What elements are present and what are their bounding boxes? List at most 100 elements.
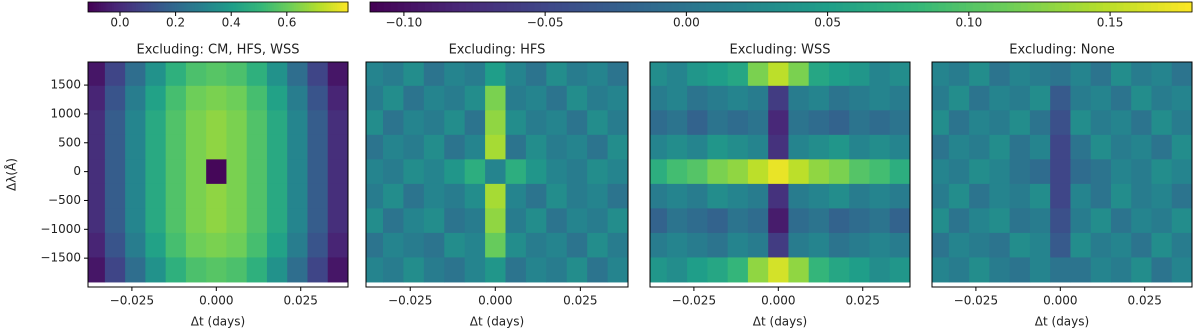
colorbar-segment xyxy=(293,2,297,12)
heatmap-cell xyxy=(666,159,688,185)
heatmap-cell xyxy=(788,208,810,234)
heatmap-cell xyxy=(808,159,830,185)
heatmap-cell xyxy=(226,232,248,258)
colorbar-segment xyxy=(890,2,899,12)
heatmap-cell xyxy=(849,110,870,136)
colorbar-segment xyxy=(1075,2,1083,12)
x-tick-label: 0.000 xyxy=(1043,294,1077,308)
heatmap-cell xyxy=(650,208,668,234)
colorbar-segment xyxy=(1000,2,1008,12)
colorbar-segment xyxy=(767,2,775,12)
heatmap-cell xyxy=(423,62,445,87)
heatmap-cell xyxy=(185,232,207,258)
heatmap-cell xyxy=(125,134,146,160)
y-axis-label: Δλ(Å) xyxy=(4,158,19,191)
heatmap-cell xyxy=(788,257,810,283)
heatmap-cell xyxy=(266,85,288,111)
colorbar-segment xyxy=(313,2,317,12)
heatmap-cell xyxy=(383,62,404,87)
heatmap-cell xyxy=(587,62,609,87)
heatmap-cell xyxy=(666,183,688,209)
colorbar-segment xyxy=(575,2,583,12)
heatmap-cell xyxy=(932,232,950,258)
heatmap-cell xyxy=(587,134,609,160)
colorbar-segment xyxy=(657,2,666,12)
colorbar-segment xyxy=(500,2,508,12)
colorbar-segment xyxy=(105,2,109,12)
colorbar-segment xyxy=(1082,2,1090,12)
heatmap-cell xyxy=(444,183,466,209)
heatmap-cell xyxy=(1029,183,1051,209)
heatmap-cell xyxy=(88,85,106,111)
heatmap-cell xyxy=(989,232,1011,258)
heatmap-cell xyxy=(768,110,789,136)
colorbar-segment xyxy=(328,2,332,12)
heatmap-cell xyxy=(650,85,668,111)
colorbar-segment xyxy=(343,2,347,12)
heatmap-cell xyxy=(327,183,348,209)
heatmap-cell xyxy=(1110,62,1132,87)
heatmap-cell xyxy=(88,62,106,87)
heatmap-cell xyxy=(366,134,384,160)
x-tick-label: 0.000 xyxy=(761,294,795,308)
heatmap-cell xyxy=(1171,134,1192,160)
colorbar-segment xyxy=(554,2,563,12)
heatmap-cell xyxy=(768,232,789,258)
colorbar-segment xyxy=(153,2,156,12)
colorbar-segment xyxy=(404,2,412,12)
colorbar-tick-label: −0.10 xyxy=(386,16,423,30)
colorbar-segment xyxy=(101,2,104,12)
heatmap-cell xyxy=(226,134,248,160)
heatmap-cell xyxy=(327,159,348,185)
heatmap-cell xyxy=(687,232,708,258)
heatmap-cell xyxy=(505,85,527,111)
heatmap-cell xyxy=(1110,183,1132,209)
heatmap-cell xyxy=(607,110,628,136)
colorbar-segment xyxy=(337,2,340,12)
heatmap-cell xyxy=(327,232,348,258)
heatmap-cell xyxy=(366,208,384,234)
colorbar-segment xyxy=(1068,2,1077,12)
heatmap-cell xyxy=(566,232,588,258)
heatmap-cell xyxy=(165,159,187,185)
colorbar-segment xyxy=(1089,2,1097,12)
heatmap-cell xyxy=(587,257,609,283)
colorbar-segment xyxy=(815,2,823,12)
heatmap-cell xyxy=(307,62,329,87)
heatmap-cell xyxy=(1151,62,1173,87)
heatmap-cell xyxy=(650,183,668,209)
heatmap-cell xyxy=(1009,208,1031,234)
heatmap-cell xyxy=(768,85,789,111)
heatmap-cell xyxy=(607,134,628,160)
heatmap-cell xyxy=(707,183,729,209)
heatmap-cell xyxy=(464,257,486,283)
colorbar-segment xyxy=(135,2,139,12)
colorbar-segment xyxy=(794,2,803,12)
heatmap-cell xyxy=(366,257,384,283)
heatmap-cell xyxy=(366,183,384,209)
colorbar-segment xyxy=(938,2,946,12)
colorbar-segment xyxy=(1102,2,1111,12)
colorbar-segment xyxy=(479,2,488,12)
heatmap-cell xyxy=(383,183,404,209)
heatmap-cell xyxy=(546,257,568,283)
colorbar-segment xyxy=(911,2,919,12)
colorbar-segment xyxy=(986,2,994,12)
heatmap-cell xyxy=(1110,257,1132,283)
heatmap-cell xyxy=(889,257,910,283)
heatmap-cell xyxy=(869,62,891,87)
heatmap-cell xyxy=(768,183,789,209)
heatmap-cell xyxy=(266,110,288,136)
x-axis-label: Δt (days) xyxy=(753,315,807,329)
heatmap-cell xyxy=(607,183,628,209)
heatmap-cell xyxy=(1070,183,1092,209)
heatmap-cell xyxy=(788,85,810,111)
x-tick-label: −0.025 xyxy=(672,294,716,308)
heatmap-cell xyxy=(828,85,850,111)
panel-title: Excluding: None xyxy=(1009,43,1114,58)
heatmap-cell xyxy=(423,232,445,258)
colorbar-segment xyxy=(181,2,184,12)
heatmap-cell xyxy=(687,183,708,209)
heatmap-cell xyxy=(464,85,486,111)
colorbar-segment xyxy=(94,2,98,12)
